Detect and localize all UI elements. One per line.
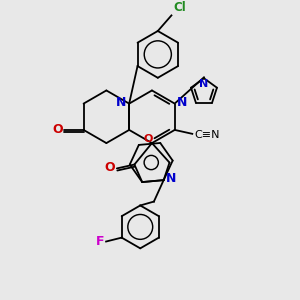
Text: O: O <box>105 161 116 174</box>
Text: F: F <box>96 235 104 248</box>
Text: N: N <box>177 96 187 109</box>
Text: C≡N: C≡N <box>194 130 220 140</box>
Text: N: N <box>166 172 176 185</box>
Text: Cl: Cl <box>173 2 186 14</box>
Text: O: O <box>52 123 63 136</box>
Text: N: N <box>200 79 208 89</box>
Text: N: N <box>116 96 126 109</box>
Text: O: O <box>143 134 153 144</box>
